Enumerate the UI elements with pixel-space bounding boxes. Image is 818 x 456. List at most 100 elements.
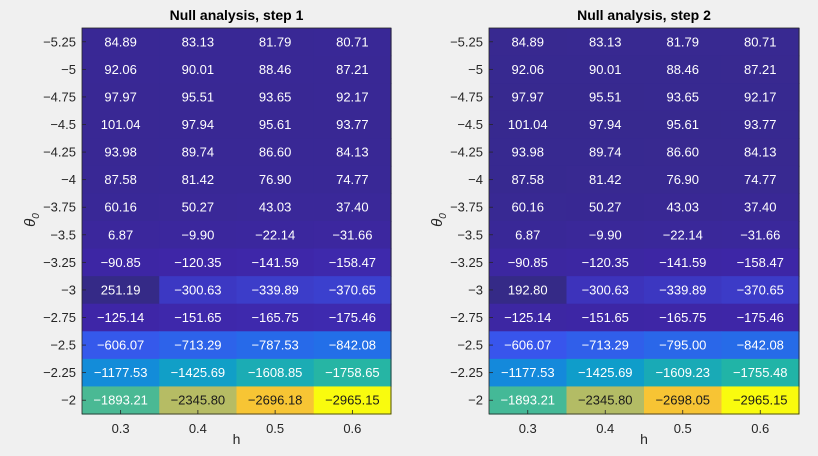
heatmap-cell	[236, 276, 315, 305]
heatmap-cell-label: −165.75	[251, 310, 298, 325]
heatmap-cell-label: −1893.21	[500, 393, 555, 408]
heatmap-cell-label: −1425.69	[578, 365, 633, 380]
heatmap-cell	[313, 276, 392, 305]
y-tick-label: −2.75	[43, 310, 76, 325]
heatmap-cell	[236, 28, 315, 57]
heatmap-cell	[236, 55, 315, 84]
heatmap-cell	[721, 303, 800, 332]
heatmap-cell-label: 101.04	[101, 117, 141, 132]
heatmap-cell-label: 74.77	[744, 172, 777, 187]
heatmap-cell-label: 192.80	[508, 282, 548, 297]
heatmap-cell-label: 81.42	[182, 172, 215, 187]
y-tick-label: −2.75	[450, 310, 483, 325]
heatmap-cell-label: −1177.53	[94, 365, 148, 380]
heatmap-cell-labels: 84.89 83.13 81.79 80.71 92.06 90.01 88.46 87.21…	[500, 34, 787, 407]
heatmap-cell	[721, 28, 800, 57]
heatmap-cell	[489, 165, 568, 195]
x-tick-label: 0.6	[751, 421, 769, 436]
heatmap-cell-label: 95.61	[259, 117, 292, 132]
x-tick-label: 0.5	[266, 421, 284, 436]
heatmap-cell	[82, 276, 160, 305]
y-tick-label: −4	[61, 172, 76, 187]
heatmap-cell	[566, 386, 645, 415]
heatmap-cell-label: 93.98	[511, 145, 544, 160]
heatmap-cell-label: 87.21	[744, 62, 777, 77]
heatmap-cell-label: −151.65	[582, 310, 629, 325]
heatmap-cell-label: 43.03	[259, 200, 292, 215]
heatmap-cell-label: 93.65	[259, 89, 292, 104]
y-tick-label: −2.25	[43, 365, 76, 380]
heatmap-cell	[721, 248, 800, 277]
plot-frame	[81, 27, 392, 415]
y-tick-label: −3.5	[50, 227, 76, 242]
heatmap-cell-label: 80.71	[336, 34, 369, 49]
heatmap-cell-label: −1755.48	[733, 365, 788, 380]
heatmap-cell-label: 6.87	[108, 227, 133, 242]
heatmap-cell-label: −795.00	[659, 338, 706, 353]
heatmap-cell-label: −713.29	[174, 338, 221, 353]
heatmap-cell-label: 37.40	[336, 200, 369, 215]
heatmap-cell	[159, 193, 238, 222]
heatmap-cell-label: −1425.69	[171, 365, 226, 380]
heatmap-cell	[489, 221, 568, 250]
heatmap-cell	[489, 28, 568, 57]
heatmap-cell	[82, 248, 160, 277]
heatmap-cell-label: 83.13	[182, 34, 215, 49]
heatmap-cell-label: 97.97	[511, 89, 544, 104]
heatmap-cell-label: 50.27	[589, 200, 622, 215]
heatmap-cell	[159, 248, 238, 277]
heatmap-cell-label: −31.66	[740, 227, 780, 242]
heatmap-cell-label: −141.59	[251, 255, 298, 270]
heatmap-cell	[489, 83, 568, 112]
heatmap-cell	[721, 221, 800, 250]
heatmap-cell-label: 87.58	[511, 172, 544, 187]
heatmap-cell	[236, 303, 315, 332]
heatmap-cell	[489, 55, 568, 84]
heatmap-cell-label: 86.60	[259, 145, 292, 160]
heatmap-cell	[159, 83, 238, 112]
y-axis-label-symbol: θ	[22, 219, 39, 227]
heatmap-cell	[721, 331, 800, 360]
heatmap-cell	[566, 110, 645, 139]
heatmap-cell-label: −1758.65	[325, 365, 380, 380]
y-tick-label: −3.25	[43, 255, 76, 270]
heatmap-cell	[313, 165, 392, 195]
heatmap-cell-label: 251.19	[101, 282, 141, 297]
heatmap-cell-label: 93.98	[104, 145, 137, 160]
heatmap-cell-label: −300.63	[582, 282, 629, 297]
heatmap-cell	[721, 386, 800, 415]
heatmap-cell-label: 93.77	[336, 117, 369, 132]
heatmap-cell	[644, 248, 723, 277]
heatmap-cell	[82, 138, 160, 167]
x-tick-label: 0.4	[189, 421, 207, 436]
heatmap-cell	[236, 165, 315, 195]
heatmap-cell	[489, 276, 568, 305]
heatmap-cell-label: 80.71	[744, 34, 777, 49]
heatmap-cell	[489, 303, 568, 332]
heatmap-cell	[159, 110, 238, 139]
heatmap-cell	[721, 83, 800, 112]
heatmap-cell-label: −22.14	[663, 227, 703, 242]
heatmap-cell	[313, 55, 392, 84]
heatmap-cell	[721, 138, 800, 167]
y-tick-label: −4.5	[457, 117, 483, 132]
heatmap-cell	[566, 193, 645, 222]
heatmap-cell	[489, 110, 568, 139]
heatmap-cell-label: 88.46	[259, 62, 292, 77]
y-tick-label: −4.25	[450, 145, 483, 160]
heatmap-cell-label: −165.75	[659, 310, 706, 325]
y-tick-label: −4.5	[50, 117, 76, 132]
y-axis-ticks: −5.25 −5 −4.75 −4.5 −4.25 −4 −3.75 −3.5 −3.25 −3 −…	[450, 34, 493, 408]
heatmap-cell	[236, 138, 315, 167]
heatmap-cell-label: −1609.23	[655, 365, 710, 380]
heatmap-cell-label: 92.17	[744, 89, 777, 104]
heatmap-cell	[721, 165, 800, 195]
heatmap-cell-label: −339.89	[659, 282, 706, 297]
y-tick-label: −4.25	[43, 145, 76, 160]
heatmap-cell	[313, 331, 392, 360]
heatmap-cell	[644, 83, 723, 112]
heatmap-cell-label: −9.90	[181, 227, 214, 242]
heatmap-cell-label: 84.13	[744, 145, 777, 160]
heatmap-cell-label: 93.65	[666, 89, 699, 104]
heatmap-cell-label: 89.74	[182, 145, 215, 160]
